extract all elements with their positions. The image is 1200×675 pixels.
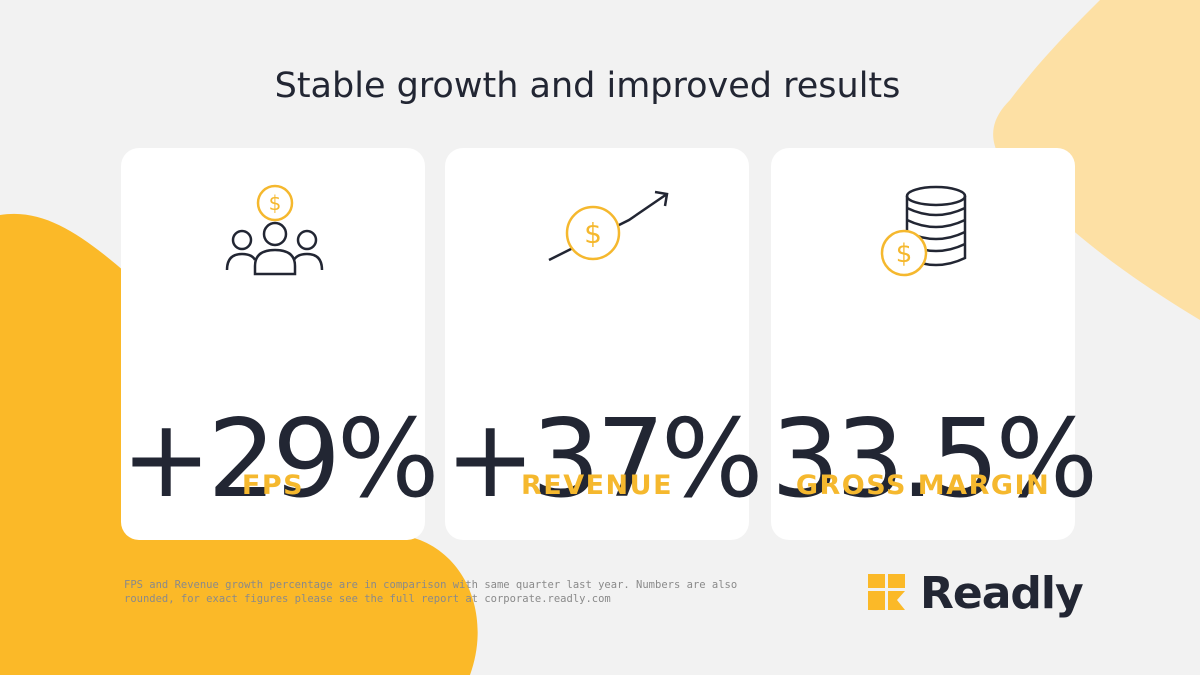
metric-value: 33.5%	[771, 397, 1098, 522]
metric-label: FPS	[241, 470, 305, 501]
metric-value: +37%	[445, 397, 764, 522]
revenue-icon: $	[548, 190, 669, 262]
svg-text:$: $	[896, 239, 913, 269]
svg-text:$: $	[584, 217, 602, 250]
footnote: FPS and Revenue growth percentage are in…	[124, 578, 737, 606]
footnote-line: rounded, for exact figures please see th…	[124, 593, 611, 605]
logo-icon	[868, 574, 905, 610]
card: $ +29% FPS	[121, 148, 440, 540]
svg-text:$: $	[269, 191, 282, 215]
logo-text: Readly	[920, 568, 1084, 619]
card: $ +37% REVENUE	[445, 148, 764, 540]
footnote-line: FPS and Revenue growth percentage are in…	[124, 579, 738, 591]
metric-label: GROSS MARGIN	[795, 470, 1051, 501]
users-icon: $	[225, 184, 324, 276]
metric-value: +29%	[121, 397, 440, 522]
coins-icon: $	[880, 185, 967, 277]
card: $ 33.5% GROSS MARGIN	[771, 148, 1098, 540]
title: Stable growth and improved results	[274, 66, 901, 106]
metric-label: REVENUE	[520, 470, 674, 501]
